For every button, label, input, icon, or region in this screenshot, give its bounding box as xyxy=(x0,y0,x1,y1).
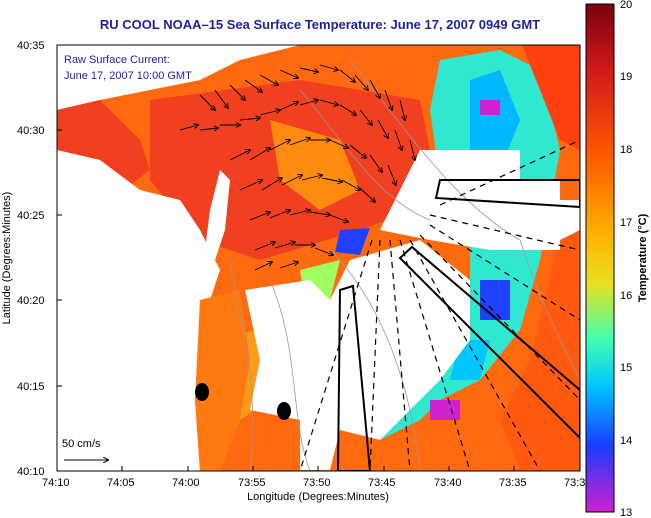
x-tick-6: 73:40 xyxy=(434,477,462,489)
no-data-region-3 xyxy=(540,200,580,240)
y-tick-1: 40:30 xyxy=(17,125,45,137)
land-new-jersey xyxy=(57,150,220,471)
colorbar-label: Temperature (°C) xyxy=(637,213,649,302)
land-sandy-hook xyxy=(205,170,230,260)
land-bay-warm xyxy=(57,100,150,185)
cb-tick-4: 16 xyxy=(620,290,632,302)
cb-tick-5: 15 xyxy=(620,362,632,374)
x-tick-0: 74:10 xyxy=(42,477,70,489)
x-tick-3: 73:55 xyxy=(238,477,266,489)
cb-tick-2: 18 xyxy=(620,144,632,156)
surface-current-arrows xyxy=(179,64,415,271)
analysis-boxes xyxy=(336,179,580,471)
colorbar xyxy=(585,3,615,513)
cb-tick-0: 20 xyxy=(620,0,632,11)
x-axis-label: Longitude (Degrees:Minutes) xyxy=(247,491,389,503)
no-data-region-2 xyxy=(245,240,470,470)
bay-warm-patch xyxy=(270,120,360,210)
cb-tick-6: 14 xyxy=(620,435,632,447)
current-legend-line1: Raw Surface Current: xyxy=(64,54,170,66)
x-axis: 74:10 74:05 74:00 73:55 73:50 73:45 73:4… xyxy=(42,466,585,503)
cb-tick-1: 19 xyxy=(620,71,632,83)
x-tick-7: 73:35 xyxy=(499,477,527,489)
y-tick-3: 40:20 xyxy=(17,295,45,307)
blue-patch xyxy=(335,228,370,255)
current-legend-line2: June 17, 2007 10:00 GMT xyxy=(64,70,192,82)
map-title: RU COOL NOAA–15 Sea Surface Temperature:… xyxy=(99,17,541,32)
bathymetry-contours xyxy=(229,59,580,471)
x-tick-2: 74:00 xyxy=(172,477,200,489)
y-axis: 40:35 40:30 40:25 40:20 40:15 40:10 Lati… xyxy=(1,40,62,478)
y-tick-5: 40:10 xyxy=(17,466,45,478)
offshore-warm-ne xyxy=(522,45,580,150)
y-axis-label: Latitude (Degrees:Minutes) xyxy=(1,192,13,325)
y-tick-4: 40:15 xyxy=(17,381,45,393)
offshore-warm-se xyxy=(500,230,580,471)
cb-tick-3: 17 xyxy=(620,217,632,229)
x-tick-1: 74:05 xyxy=(107,477,135,489)
cb-tick-7: 13 xyxy=(620,507,632,518)
colorbar-ticks: 20 19 18 17 16 15 14 13 xyxy=(620,0,632,518)
radar-beam-lines xyxy=(299,139,580,471)
cold-core-2 xyxy=(480,280,510,320)
magenta-patch-2 xyxy=(480,100,500,115)
scale-label: 50 cm/s xyxy=(62,438,101,450)
x-tick-4: 73:50 xyxy=(303,477,331,489)
magenta-patch-1 xyxy=(430,400,460,420)
y-tick-0: 40:35 xyxy=(17,40,45,52)
coastal-strip xyxy=(195,290,250,471)
buoy-marker-1 xyxy=(195,383,209,401)
x-tick-5: 73:45 xyxy=(368,477,396,489)
land-brooklyn xyxy=(57,45,300,110)
cold-core-1 xyxy=(470,70,520,170)
y-tick-2: 40:25 xyxy=(17,210,45,222)
x-tick-8: 73:3 xyxy=(564,477,585,489)
buoy-marker-2 xyxy=(277,402,291,420)
